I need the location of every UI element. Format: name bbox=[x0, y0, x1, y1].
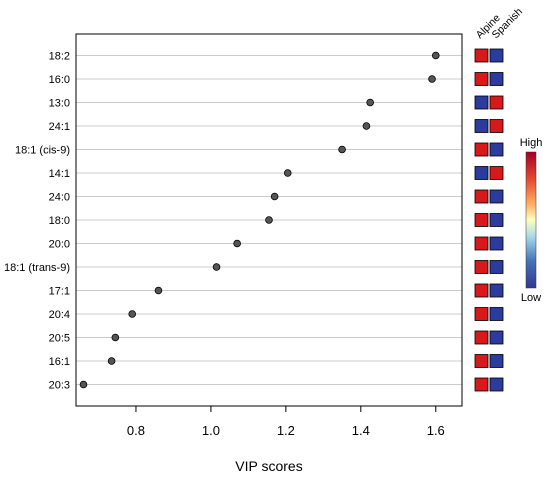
x-axis: 0.8 1.0 1.2 1.4 1.6 bbox=[127, 406, 445, 438]
heat-cell bbox=[474, 354, 489, 368]
y-tick-label: 20:0 bbox=[49, 239, 70, 251]
heat-cell bbox=[489, 142, 504, 157]
group-heatmap bbox=[474, 48, 504, 392]
plot-frame bbox=[75, 33, 463, 407]
y-tick-label: 18:0 bbox=[49, 215, 70, 227]
legend-low-label: Low bbox=[521, 292, 541, 304]
data-point bbox=[212, 263, 221, 271]
heat-cell bbox=[489, 95, 504, 110]
y-tick-label: 17:1 bbox=[49, 286, 70, 298]
heat-cell bbox=[489, 330, 504, 345]
y-tick-label: 20:3 bbox=[49, 380, 70, 392]
heat-cell bbox=[474, 330, 489, 345]
y-tick-label: 16:1 bbox=[49, 356, 70, 368]
legend-high-label: High bbox=[520, 137, 543, 149]
heat-cell bbox=[474, 48, 489, 63]
y-tick-label: 18:1 (cis-9) bbox=[15, 145, 70, 157]
heat-cell bbox=[489, 354, 504, 368]
data-point bbox=[128, 310, 137, 318]
x-tick-label: 1.6 bbox=[427, 423, 445, 438]
heat-cell bbox=[474, 189, 489, 204]
color-legend: High Low bbox=[520, 137, 543, 304]
data-point bbox=[265, 216, 273, 224]
heat-cell bbox=[489, 283, 504, 298]
y-tick-label: 24:0 bbox=[49, 192, 70, 204]
heat-cell bbox=[489, 377, 504, 392]
y-tick-label: 24:1 bbox=[49, 121, 70, 133]
data-point bbox=[283, 169, 292, 177]
heat-cell bbox=[474, 307, 489, 321]
heat-cell bbox=[489, 189, 504, 204]
data-point bbox=[79, 380, 88, 389]
data-point bbox=[338, 145, 346, 154]
y-tick-label: 13:0 bbox=[49, 98, 70, 110]
heat-cell bbox=[489, 119, 504, 133]
data-point bbox=[362, 122, 371, 130]
data-point bbox=[233, 239, 241, 248]
x-tick-label: 1.4 bbox=[352, 423, 370, 438]
heat-cell bbox=[474, 119, 489, 133]
heat-cell bbox=[489, 260, 504, 274]
y-tick-labels: 18:2 16:0 13:0 24:1 18:1 (cis-9) 14:1 24:0 18:0… bbox=[4, 51, 70, 392]
y-tick-label: 18:2 bbox=[49, 51, 70, 63]
data-point bbox=[428, 75, 436, 83]
data-point bbox=[270, 192, 279, 201]
heat-cell bbox=[474, 236, 489, 251]
heat-cell bbox=[489, 307, 504, 321]
legend-color-bar bbox=[525, 151, 537, 289]
heat-cell bbox=[474, 142, 489, 157]
data-point bbox=[154, 286, 163, 295]
data-point bbox=[107, 357, 116, 365]
data-point bbox=[431, 51, 440, 60]
y-tick-label: 18:1 (trans-9) bbox=[4, 262, 70, 274]
data-point bbox=[366, 98, 374, 107]
heat-cell bbox=[474, 95, 489, 110]
heat-cell bbox=[474, 72, 489, 86]
heat-cell bbox=[474, 377, 489, 392]
x-tick-label: 1.0 bbox=[202, 423, 220, 438]
data-points bbox=[79, 51, 440, 389]
heat-cell bbox=[489, 72, 504, 86]
y-tick-label: 20:5 bbox=[49, 333, 70, 345]
x-axis-title: VIP scores bbox=[235, 458, 302, 474]
heat-cell bbox=[489, 236, 504, 251]
x-tick-label: 0.8 bbox=[127, 423, 145, 438]
y-tick-label: 14:1 bbox=[49, 168, 70, 180]
heat-cell bbox=[489, 48, 504, 63]
heat-cell bbox=[489, 213, 504, 227]
data-point bbox=[111, 333, 120, 342]
x-tick-label: 1.2 bbox=[277, 423, 295, 438]
heat-cell bbox=[474, 213, 489, 227]
heat-cell bbox=[489, 166, 504, 180]
heat-cell bbox=[474, 283, 489, 298]
heat-cell bbox=[474, 260, 489, 274]
y-tick-label: 20:4 bbox=[49, 309, 70, 321]
grid-lines bbox=[76, 55, 462, 385]
heat-cell bbox=[474, 166, 489, 180]
y-tick-label: 16:0 bbox=[49, 74, 70, 86]
